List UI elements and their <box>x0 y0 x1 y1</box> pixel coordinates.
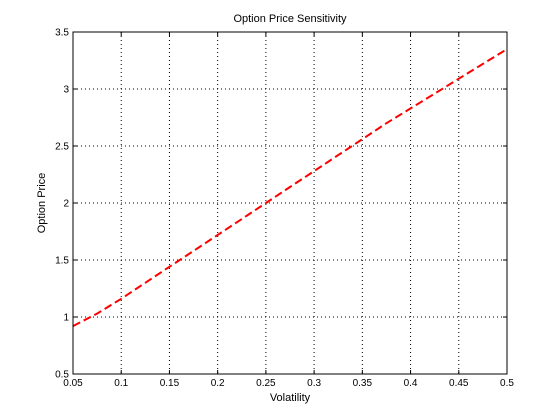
data-point <box>193 250 195 252</box>
data-point <box>241 218 243 220</box>
y-tick-label: 2 <box>63 199 69 210</box>
data-point <box>217 234 219 236</box>
x-tick-labels: 0.05 0.1 0.15 0.2 0.25 0.3 0.35 0.4 0.45 0.5 <box>63 378 514 389</box>
x-tick-label: 0.45 <box>449 378 469 389</box>
data-point <box>313 170 315 172</box>
y-tick-label: 3 <box>63 85 69 96</box>
y-tick-label: 2.5 <box>55 142 69 153</box>
data-point <box>120 298 122 300</box>
x-tick-label: 0.5 <box>500 378 514 389</box>
x-tick-label: 0.2 <box>211 378 225 389</box>
x-tick-label: 0.15 <box>160 378 180 389</box>
tick-marks <box>72 31 508 375</box>
y-axis-label: Option Price <box>36 173 48 234</box>
x-axis-label: Volatility <box>270 392 311 404</box>
x-tick-label: 0.3 <box>307 378 321 389</box>
data-point <box>169 266 171 268</box>
data-point <box>265 202 267 204</box>
x-tick-label: 0.25 <box>256 378 276 389</box>
y-tick-labels: 0.5 1 1.5 2 2.5 3 3.5 <box>55 28 69 381</box>
data-point <box>289 186 291 188</box>
y-tick-label: 1.5 <box>55 256 69 267</box>
data-point <box>386 122 388 124</box>
x-tick-label: 0.05 <box>63 378 83 389</box>
y-tick-label: 1 <box>63 313 69 324</box>
data-point <box>362 138 364 140</box>
y-tick-label: 0.5 <box>55 370 69 381</box>
y-tick-label: 3.5 <box>55 28 69 39</box>
data-point <box>434 93 436 95</box>
x-tick-label: 0.4 <box>404 378 418 389</box>
data-point <box>410 108 412 110</box>
grid-lines <box>73 32 507 374</box>
series-line <box>72 48 508 327</box>
data-point <box>96 313 98 315</box>
data-point <box>337 154 339 156</box>
series-layer <box>72 48 508 327</box>
x-tick-label: 0.1 <box>114 378 128 389</box>
data-point <box>482 63 484 65</box>
data-point <box>458 78 460 80</box>
x-tick-label: 0.35 <box>353 378 373 389</box>
data-point <box>145 282 147 284</box>
chart-title: Option Price Sensitivity <box>233 13 347 25</box>
